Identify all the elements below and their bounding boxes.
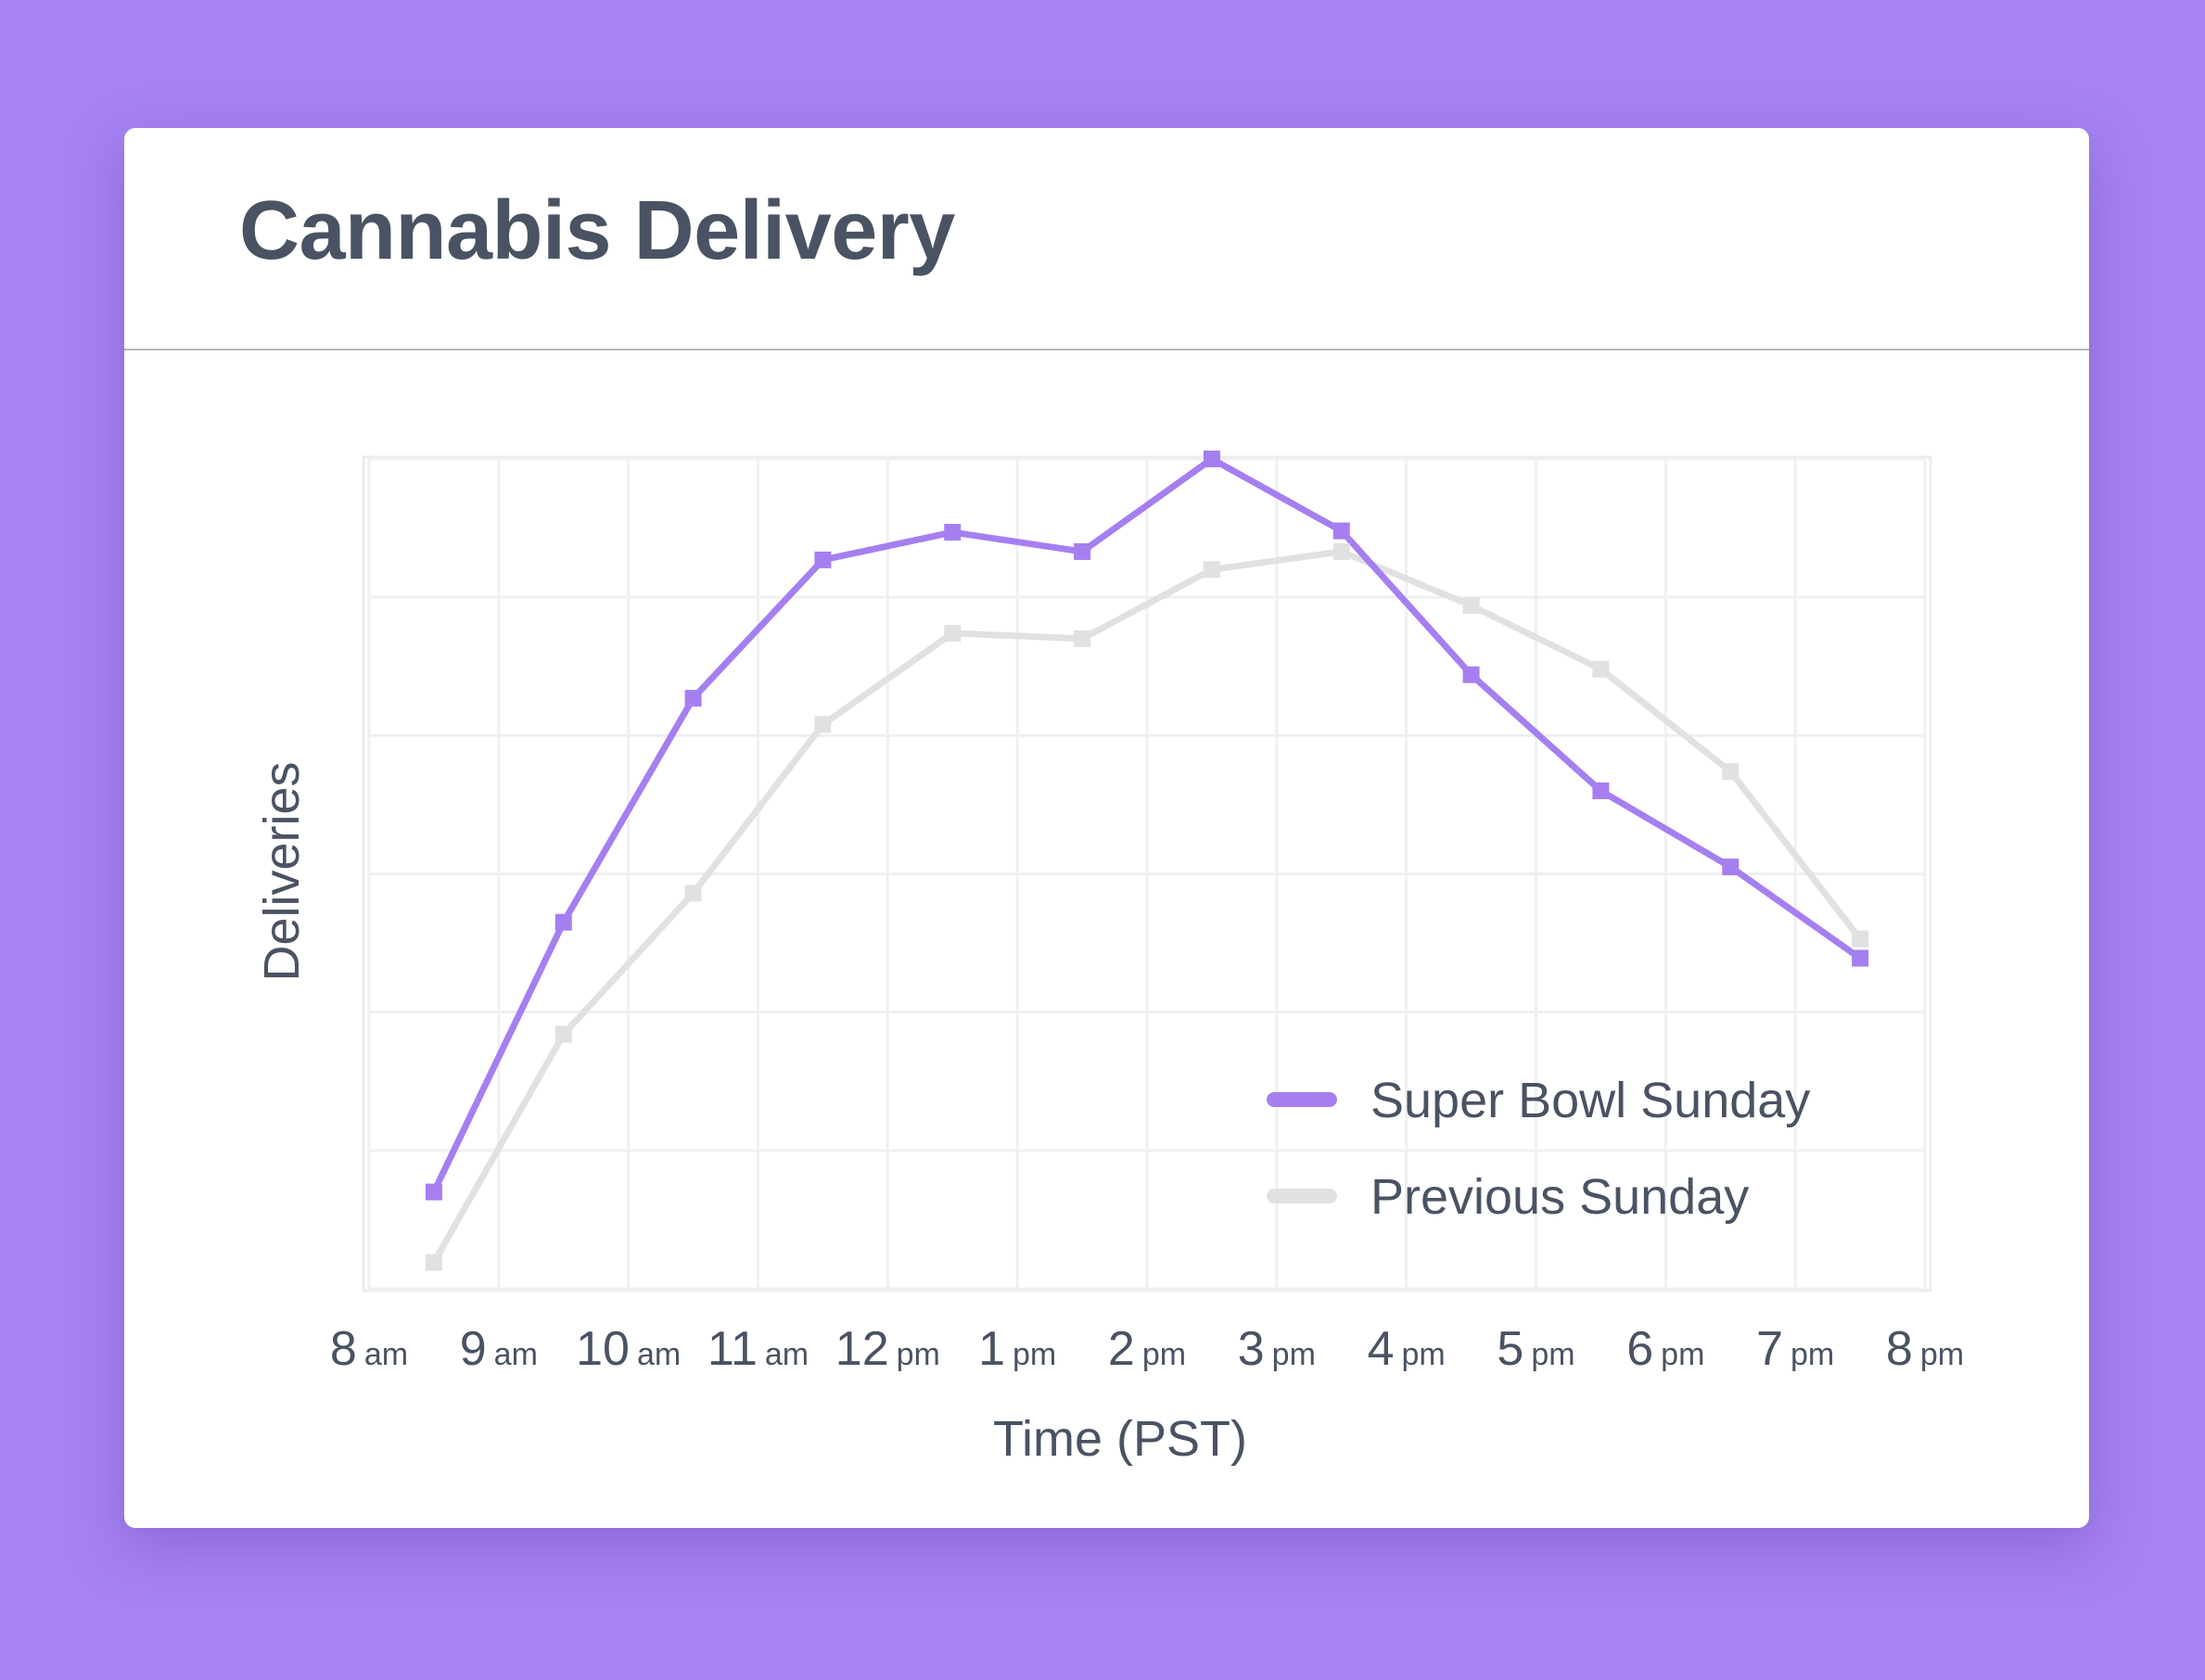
data-point: [1332, 522, 1350, 540]
page-title: Cannabis Delivery: [239, 185, 955, 277]
data-point: [684, 690, 702, 707]
data-point: [425, 1254, 442, 1271]
data-point: [814, 716, 832, 733]
data-point: [1074, 542, 1091, 560]
legend-label: Previous Sunday: [1370, 1169, 1749, 1225]
x-tick-label: 3 pm: [1238, 1322, 1316, 1376]
chart-markers: [425, 451, 1869, 1271]
x-tick-suffix: pm: [1013, 1337, 1056, 1372]
x-tick-suffix: pm: [1402, 1337, 1446, 1372]
x-tick-label: 11 am: [707, 1322, 809, 1376]
data-point: [1592, 783, 1610, 799]
series-line-1: [430, 548, 1864, 1266]
x-tick-label: 9 am: [460, 1322, 538, 1376]
x-tick-number: 10: [576, 1322, 630, 1376]
plot-frame: [362, 455, 1932, 1292]
x-tick-suffix: am: [637, 1337, 681, 1372]
x-tick-number: 11: [707, 1322, 758, 1376]
chart-grid: [362, 455, 1932, 1292]
x-tick-suffix: pm: [1791, 1337, 1834, 1372]
y-axis-label: Deliveries: [254, 761, 310, 981]
x-tick-number: 7: [1756, 1322, 1783, 1376]
x-tick-label: 8 am: [330, 1322, 408, 1376]
x-tick-label: 7 pm: [1756, 1322, 1834, 1376]
x-tick-label: 2 pm: [1108, 1322, 1186, 1376]
x-tick-number: 8: [1886, 1322, 1913, 1376]
x-tick-number: 1: [978, 1322, 1005, 1376]
data-point: [1203, 561, 1220, 579]
data-point: [1852, 930, 1869, 948]
data-point: [1203, 451, 1220, 467]
x-tick-suffix: pm: [1531, 1337, 1574, 1372]
x-tick-label: 6 pm: [1626, 1322, 1704, 1376]
chart-card: Cannabis Delivery: [124, 128, 2089, 1528]
x-tick-label: 5 pm: [1497, 1322, 1574, 1376]
data-point: [1592, 660, 1610, 678]
x-axis-ticks: 8 am 9 am 10 am 11 am 12 pm 1 pm 2 pm 3 pm 4 pm 5 pm 6 pm 7 pm 8…: [330, 1322, 1964, 1376]
x-tick-label: 8 pm: [1886, 1322, 1964, 1376]
x-tick-number: 12: [835, 1322, 889, 1376]
data-point: [1722, 859, 1740, 876]
x-tick-number: 5: [1497, 1322, 1523, 1376]
x-tick-number: 3: [1238, 1322, 1265, 1376]
x-tick-label: 12 pm: [835, 1322, 940, 1376]
data-point: [1074, 630, 1091, 647]
card-header: Cannabis Delivery: [124, 128, 2089, 350]
legend-label: Super Bowl Sunday: [1370, 1073, 1810, 1128]
x-tick-suffix: am: [494, 1337, 538, 1372]
x-tick-number: 6: [1626, 1322, 1653, 1376]
x-tick-number: 2: [1108, 1322, 1135, 1376]
x-tick-number: 8: [330, 1322, 357, 1376]
data-point: [554, 913, 572, 931]
x-tick-suffix: pm: [1272, 1337, 1316, 1372]
x-tick-number: 9: [460, 1322, 487, 1376]
x-tick-suffix: pm: [897, 1337, 940, 1372]
x-tick-number: 4: [1368, 1322, 1395, 1376]
data-point: [944, 524, 962, 541]
x-tick-suffix: am: [765, 1337, 809, 1372]
series-line-0: [430, 455, 1864, 1196]
data-point: [1332, 542, 1350, 560]
chart-legend: Super Bowl Sunday Previous Sunday: [1267, 1073, 1810, 1225]
x-axis-label: Time (PST): [993, 1411, 1247, 1467]
data-point: [1462, 597, 1480, 615]
x-tick-suffix: pm: [1142, 1337, 1186, 1372]
x-tick-label: 10 am: [576, 1322, 681, 1376]
chart-lines: [430, 455, 1864, 1266]
x-tick-suffix: pm: [1920, 1337, 1964, 1372]
x-tick-label: 4 pm: [1368, 1322, 1446, 1376]
data-point: [944, 624, 962, 642]
x-tick-label: 1 pm: [978, 1322, 1056, 1376]
data-point: [425, 1183, 442, 1201]
data-point: [1722, 763, 1740, 781]
data-point: [814, 551, 832, 568]
data-point: [1852, 949, 1869, 967]
x-tick-suffix: pm: [1661, 1337, 1704, 1372]
x-tick-suffix: am: [364, 1337, 408, 1372]
data-point: [1462, 666, 1480, 683]
data-point: [684, 885, 702, 902]
data-point: [554, 1025, 572, 1043]
